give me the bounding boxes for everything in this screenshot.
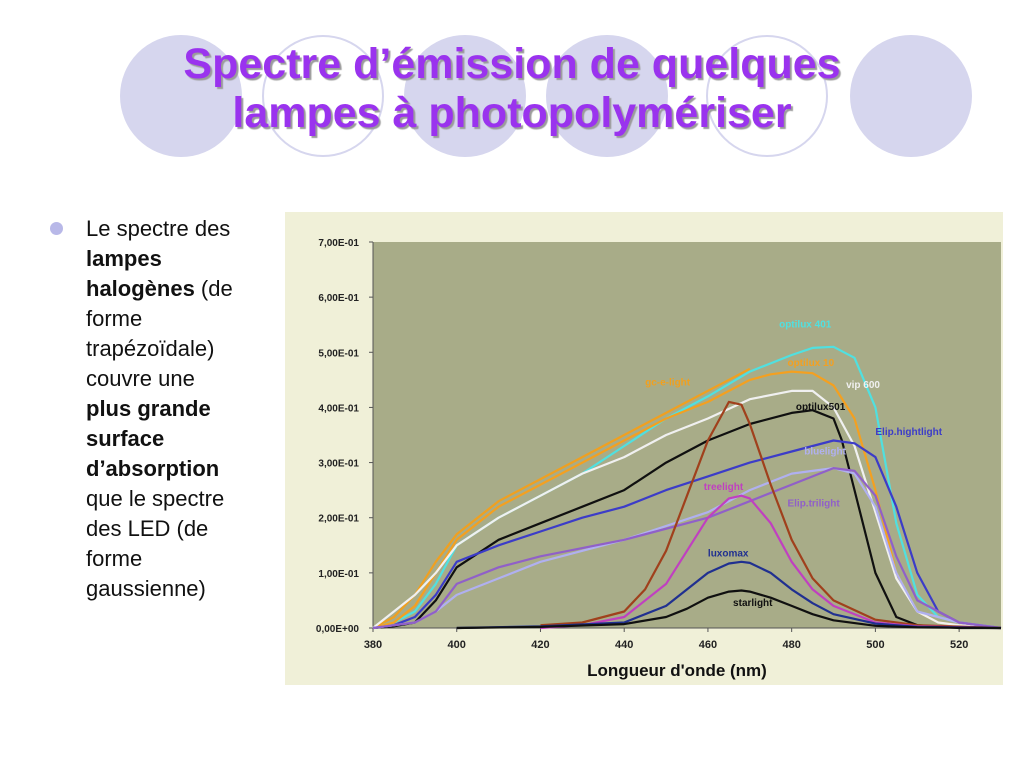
text-segment: forme	[86, 546, 143, 571]
series-label: gc-e-light	[645, 377, 691, 388]
x-tick-label: 400	[448, 639, 466, 651]
series-line	[540, 400, 1002, 630]
series-line	[540, 494, 1002, 630]
x-tick-label: 440	[615, 639, 633, 651]
text-segment: que le spectre	[86, 486, 225, 511]
spectrum-chart: 0,00E+00 1,00E-01 2,00E-01 3,00E-01 4,00E-01…	[285, 212, 1003, 685]
y-tick-label: 5,00E-01	[318, 348, 359, 359]
title-line-2: lampes à photopolymériser	[232, 89, 792, 137]
text-bold-segment: plus grande	[86, 396, 211, 421]
series-label: treelight	[704, 482, 744, 493]
text-segment: des LED (de	[86, 516, 209, 541]
series-label: optilux 401	[779, 319, 832, 330]
x-tick-label: 480	[782, 639, 800, 651]
series-label: optilux501	[796, 402, 846, 413]
series-line	[372, 367, 751, 629]
y-tick-label: 2,00E-01	[318, 514, 359, 525]
x-axis-label: Longueur d'onde (nm)	[587, 661, 767, 680]
decorative-circle	[120, 35, 242, 157]
y-tick-label: 1,00E-01	[318, 569, 359, 580]
series-line	[456, 560, 1002, 630]
decorative-circle	[546, 35, 668, 157]
text-segment: (de	[194, 276, 233, 301]
series-line	[372, 389, 1002, 630]
decorative-circle	[404, 35, 526, 157]
bullet-paragraph: Le spectre des lampes halogènes (de form…	[86, 214, 280, 604]
bullet-text: Le spectre des lampes halogènes (de form…	[50, 214, 280, 604]
plot-area	[373, 242, 1001, 628]
x-tick-label: 500	[866, 639, 884, 651]
slide-title: Spectre d’émission de quelques lampes à …	[0, 40, 1024, 138]
x-tick-label: 460	[699, 639, 717, 651]
text-segment: Le spectre des	[86, 216, 231, 241]
text-segment: forme	[86, 306, 143, 331]
bullet-icon	[50, 222, 63, 235]
decorative-ring	[262, 35, 384, 157]
text-bold-segment: d’absorption	[86, 456, 220, 481]
series-line	[456, 589, 1002, 630]
y-tick-label: 0,00E+00	[316, 624, 360, 635]
series-label: Elip.hightlight	[875, 427, 942, 438]
series-line	[372, 345, 1002, 630]
text-segment: gaussienne)	[86, 576, 206, 601]
y-tick-label: 4,00E-01	[318, 403, 359, 414]
text-bold-segment: lampes	[86, 246, 162, 271]
text-segment: trapézoïdale)	[86, 336, 215, 361]
x-tick-label: 380	[364, 639, 382, 651]
decorative-ring	[706, 35, 828, 157]
series-label: vip 600	[846, 380, 880, 391]
chart-svg: 0,00E+00 1,00E-01 2,00E-01 3,00E-01 4,00E-01…	[316, 238, 1002, 680]
series-label: luxomax	[708, 548, 749, 559]
text-segment: couvre une	[86, 366, 195, 391]
y-tick-label: 7,00E-01	[318, 238, 359, 249]
text-bold-segment: surface	[86, 426, 165, 451]
series-label: optilux 10	[787, 358, 834, 369]
x-tick-label: 420	[531, 639, 549, 651]
y-tick-label: 3,00E-01	[318, 459, 359, 470]
series-line	[372, 409, 1001, 630]
series-label: starlight	[733, 598, 773, 609]
text-bold-segment: halogènes	[86, 276, 195, 301]
x-tick-label: 520	[950, 639, 968, 651]
series-label: Elip.trilight	[787, 499, 840, 510]
y-tick-label: 6,00E-01	[318, 293, 359, 304]
series-line	[372, 467, 1002, 630]
series-line	[372, 467, 1002, 630]
series-line	[372, 439, 1002, 630]
title-line-1: Spectre d’émission de quelques	[183, 40, 841, 88]
decorative-circle	[850, 35, 972, 157]
series-label: bluelight	[804, 446, 846, 457]
